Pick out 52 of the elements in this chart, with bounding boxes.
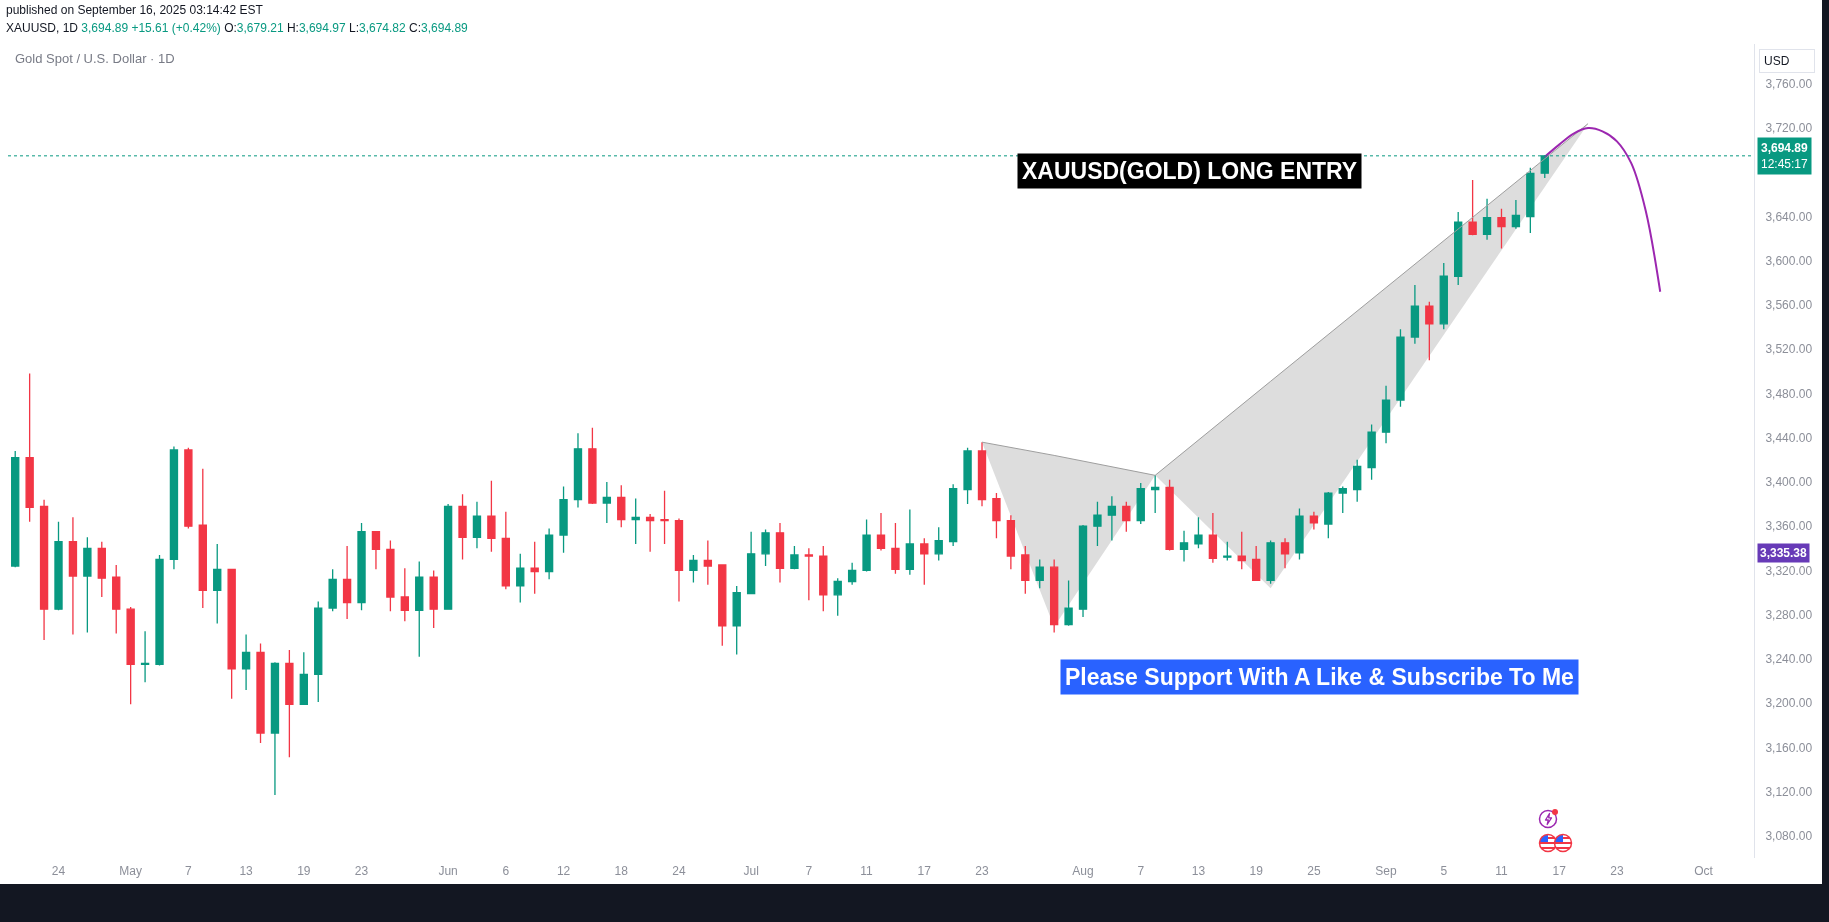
x-tick-label: 23 — [1610, 864, 1624, 878]
y-tick-label: 3,400.00 — [1765, 475, 1813, 490]
x-tick-label: 11 — [1495, 864, 1509, 878]
y-tick-label: 3,320.00 — [1765, 563, 1813, 578]
y-tick-label: 3,280.00 — [1765, 607, 1813, 622]
x-tick-label: Aug — [1072, 864, 1094, 878]
y-tick-label: 3,600.00 — [1765, 253, 1813, 268]
x-tick-label: 7 — [1137, 864, 1145, 878]
x-tick-label: 11 — [860, 864, 874, 878]
x-tick-label: 13 — [239, 864, 254, 878]
y-tick-label: 3,560.00 — [1765, 298, 1813, 313]
y-tick-label: 3,360.00 — [1765, 519, 1813, 534]
x-tick-label: May — [119, 864, 142, 878]
x-tick-label: Jun — [438, 864, 458, 878]
y-tick-label: 3,240.00 — [1765, 652, 1813, 667]
x-tick-label: 6 — [502, 864, 510, 878]
y-tick-label: 3,480.00 — [1765, 386, 1813, 401]
x-tick-label: 7 — [185, 864, 193, 878]
y-tick-label: 3,080.00 — [1765, 829, 1813, 844]
x-tick-label: 17 — [917, 864, 932, 878]
x-tick-label: 19 — [297, 864, 311, 878]
text: published on September 16, 2025 03:14:42 EST — [6, 3, 264, 17]
y-tick-label: 3,720.00 — [1765, 121, 1813, 136]
y-tick-label: 3,760.00 — [1765, 77, 1813, 92]
x-tick-label: 18 — [614, 864, 629, 878]
x-tick-label: Sep — [1375, 864, 1398, 878]
annotation: XAUUSD(GOLD) LONG ENTRY — [1022, 158, 1358, 184]
y-tick-label: 3,120.00 — [1765, 784, 1813, 799]
text: 3,335.38 — [1760, 546, 1808, 560]
x-tick-label: 25 — [1307, 864, 1321, 878]
y-tick-label: 3,440.00 — [1765, 430, 1813, 445]
x-tick-label: Jul — [743, 864, 759, 878]
text: XAUUSD, 1D 3,694.89 +15.61 (+0.42%) O:3,679.21 H:3,694.97 L:3,674.82 C:3,694.89 — [6, 21, 468, 35]
y-axis-title: USD — [1764, 54, 1790, 68]
text: Gold Spot / U.S. Dollar · 1D — [14, 50, 175, 66]
x-tick-label: 24 — [51, 864, 66, 878]
x-tick-label: 5 — [1440, 864, 1448, 878]
x-tick-label: Oct — [1694, 864, 1714, 878]
ref-line-label: 3,694.89 12:45:17 — [1761, 141, 1809, 171]
y-tick-label: 3,160.00 — [1765, 740, 1813, 755]
x-tick-label: 19 — [1249, 864, 1264, 878]
y-tick-label: 3,520.00 — [1765, 342, 1813, 357]
x-tick-label: 13 — [1191, 864, 1206, 878]
y-tick-label: 3,200.00 — [1765, 696, 1813, 711]
annotation: Please Support With A Like & Subscribe To Me — [1065, 664, 1574, 690]
x-tick-label: 12 — [556, 864, 571, 878]
x-tick-label: 7 — [805, 864, 813, 878]
x-tick-label: 23 — [354, 864, 369, 878]
y-tick-label: 3,640.00 — [1765, 209, 1813, 224]
x-tick-label: 23 — [975, 864, 989, 878]
x-tick-label: 17 — [1552, 864, 1567, 878]
x-tick-label: 24 — [672, 864, 686, 878]
